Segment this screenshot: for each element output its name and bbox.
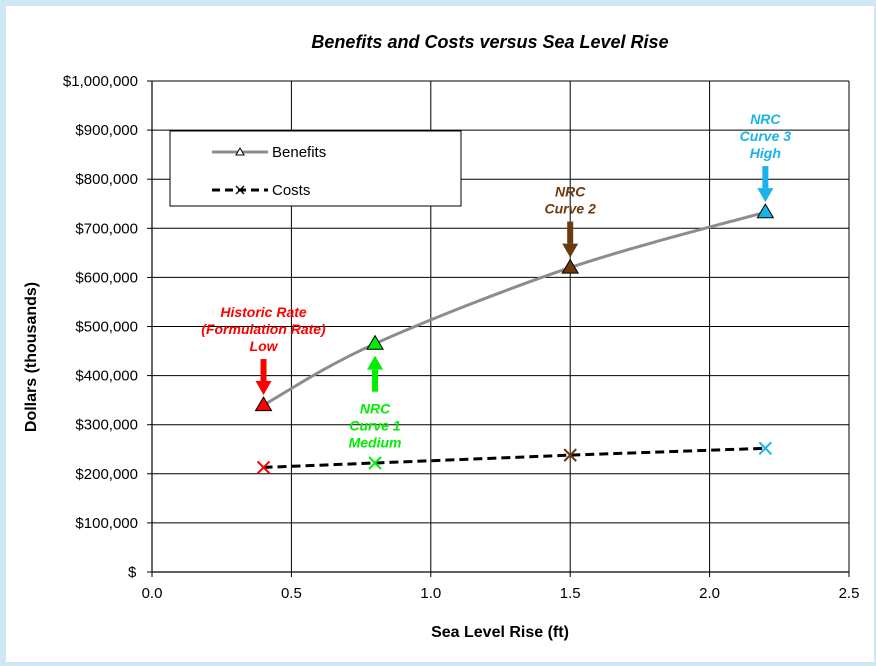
y-tick-label: $1,000,000 <box>63 73 138 90</box>
y-tick-label: $ <box>128 564 137 581</box>
legend-costs-label: Costs <box>272 182 310 199</box>
legend-costs-marker <box>235 185 245 195</box>
benefits-point <box>366 334 384 350</box>
annotation-arrow-head <box>367 355 384 370</box>
benefits-costs-chart: Benefits and Costs versus Sea Level Rise… <box>23 32 860 641</box>
costs-line <box>263 446 766 469</box>
y-axis-title: Dollars (thousands) <box>23 282 40 432</box>
benefits-point <box>756 203 775 219</box>
annotation-label: Curve 1 <box>349 418 401 434</box>
x-tick-label: 1.0 <box>420 585 441 602</box>
costs-point <box>563 448 577 462</box>
annotation-arrow-head <box>255 381 272 396</box>
chart-frame: Benefits and Costs versus Sea Level Rise… <box>6 6 874 662</box>
x-tick-label: 0.0 <box>142 585 163 602</box>
annotation-arrow-head <box>562 243 579 258</box>
series-markers <box>254 203 775 475</box>
x-tick-label: 2.0 <box>699 585 720 602</box>
annotations: Historic Rate(Formulation Rate)LowNRCCur… <box>201 111 791 451</box>
y-tick-label: $400,000 <box>75 368 138 385</box>
annotation-label: High <box>750 145 781 161</box>
annotation-label: (Formulation Rate) <box>201 321 326 337</box>
y-tick-label: $600,000 <box>75 269 138 286</box>
annotation-label: NRC <box>360 401 391 417</box>
y-tick-label: $500,000 <box>75 319 138 336</box>
x-tick-label: 1.5 <box>560 585 581 602</box>
y-tick-label: $900,000 <box>75 122 138 139</box>
axes <box>147 80 850 577</box>
benefits-point <box>561 258 580 274</box>
annotation-label: Low <box>250 338 279 354</box>
annotation-label: Historic Rate <box>220 304 307 320</box>
costs-point <box>758 441 773 455</box>
annotation-label: Curve 3 <box>740 128 792 144</box>
annotation-label: Medium <box>349 435 402 451</box>
x-tick-label: 2.5 <box>839 585 860 602</box>
y-tick-label: $200,000 <box>75 466 138 483</box>
y-tick-label: $300,000 <box>75 417 138 434</box>
annotation-arrow-head <box>757 188 774 203</box>
annotation-label: NRC <box>555 184 586 200</box>
costs-point <box>256 460 271 475</box>
chart-title: Benefits and Costs versus Sea Level Rise <box>311 32 668 52</box>
legend-benefits-marker <box>235 146 245 156</box>
legend-box <box>169 130 462 207</box>
legend-benefits-label: Benefits <box>272 144 326 161</box>
x-axis-title: Sea Level Rise (ft) <box>431 624 569 641</box>
annotation-label: NRC <box>750 111 781 127</box>
benefits-line <box>262 210 766 407</box>
legend: Benefits Costs <box>169 130 462 207</box>
series-lines <box>262 210 766 469</box>
annotation: Historic Rate(Formulation Rate)Low <box>201 304 326 396</box>
y-tick-labels: $ $100,000 $200,000 $300,000 $400,000 $500,00… <box>63 73 138 581</box>
annotation-label: Curve 2 <box>545 201 597 217</box>
costs-point <box>368 456 382 470</box>
benefits-point <box>254 396 273 412</box>
y-tick-label: $700,000 <box>75 220 138 237</box>
x-tick-label: 0.5 <box>281 585 302 602</box>
y-tick-label: $800,000 <box>75 171 138 188</box>
y-tick-label: $100,000 <box>75 515 138 532</box>
x-tick-labels: 0.0 0.5 1.0 1.5 2.0 2.5 <box>142 585 860 602</box>
